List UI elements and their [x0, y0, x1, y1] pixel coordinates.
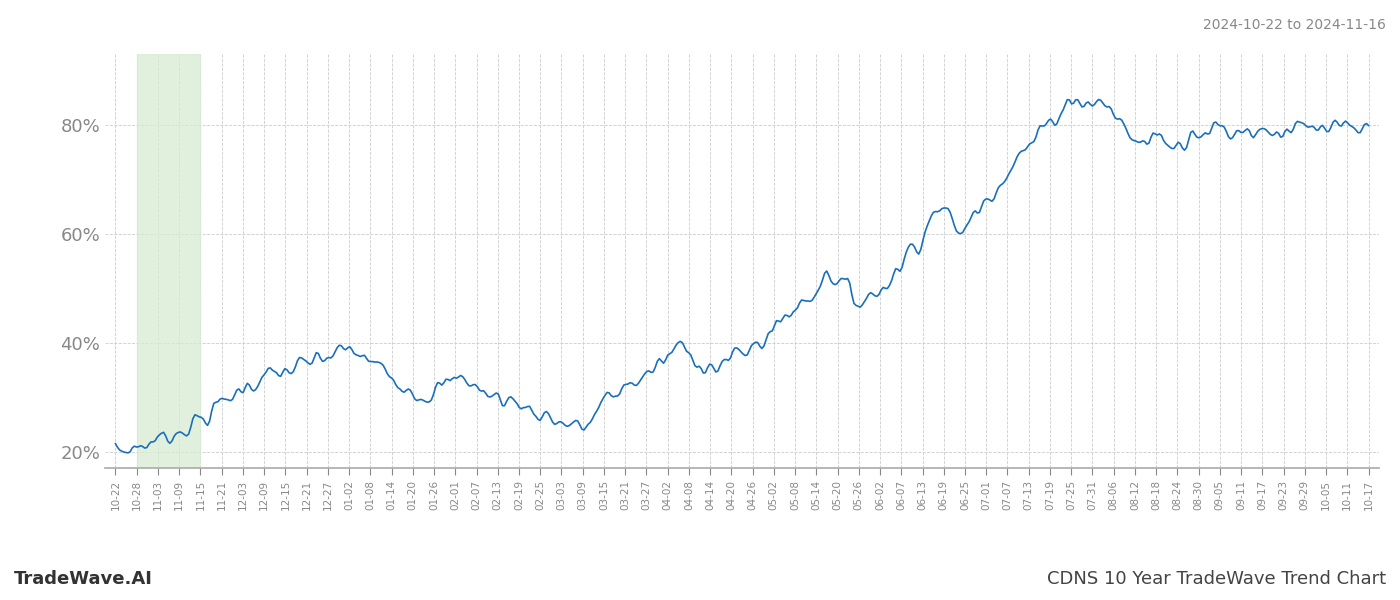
Bar	[137, 54, 200, 468]
Text: CDNS 10 Year TradeWave Trend Chart: CDNS 10 Year TradeWave Trend Chart	[1047, 570, 1386, 588]
Text: TradeWave.AI: TradeWave.AI	[14, 570, 153, 588]
Text: 2024-10-22 to 2024-11-16: 2024-10-22 to 2024-11-16	[1203, 18, 1386, 32]
